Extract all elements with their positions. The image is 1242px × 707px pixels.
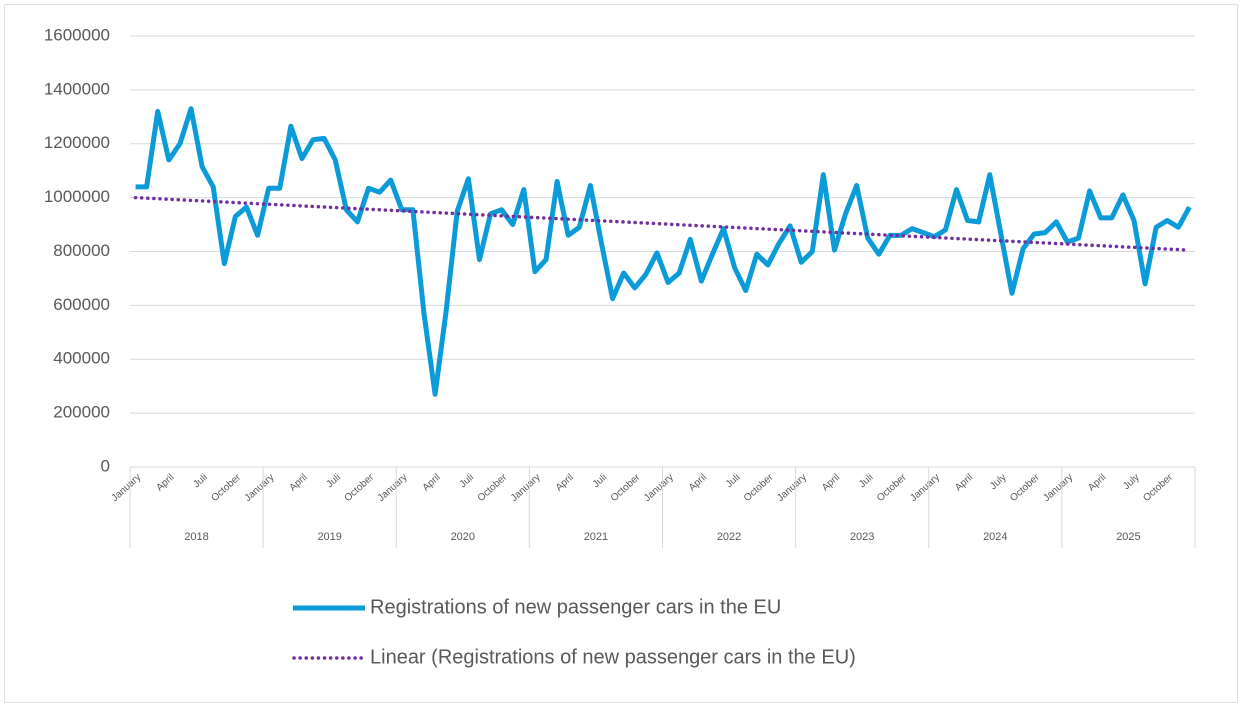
y-tick-label: 200000 — [53, 403, 110, 422]
data-line — [135, 106, 1192, 397]
year-label: 2018 — [184, 531, 208, 543]
year-label: 2023 — [850, 531, 874, 543]
y-tick-label: 1400000 — [44, 79, 110, 98]
year-label: 2022 — [717, 531, 741, 543]
y-tick-label: 400000 — [53, 349, 110, 368]
y-tick-label: 0 — [101, 456, 110, 475]
legend-label: Registrations of new passenger cars in t… — [370, 596, 781, 618]
y-tick-label: 1000000 — [44, 187, 110, 206]
trend-line — [133, 195, 1192, 252]
year-label: 2024 — [983, 531, 1007, 543]
year-label: 2020 — [451, 531, 475, 543]
year-label: 2019 — [317, 531, 341, 543]
legend-label: Linear (Registrations of new passenger c… — [370, 646, 856, 668]
year-label: 2021 — [584, 531, 608, 543]
y-tick-label: 600000 — [53, 295, 110, 314]
y-tick-label: 1200000 — [44, 133, 110, 152]
y-tick-label: 800000 — [53, 241, 110, 260]
chart-frame — [4, 4, 1238, 703]
year-label: 2025 — [1116, 531, 1140, 543]
y-tick-label: 1600000 — [44, 25, 110, 44]
